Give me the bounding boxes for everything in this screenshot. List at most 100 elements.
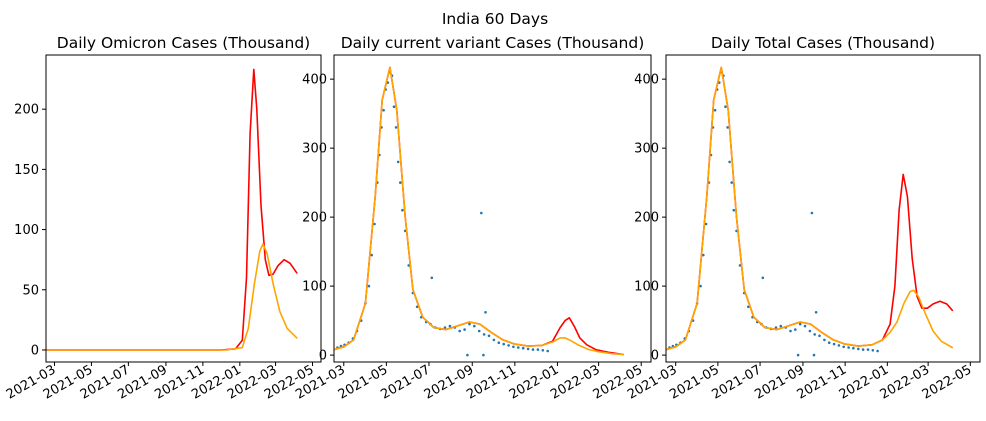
data-point (526, 347, 530, 351)
plot-area (666, 66, 954, 357)
data-point (747, 305, 750, 309)
chart-title: Daily Omicron Cases (Thousand) (57, 34, 310, 52)
data-point (847, 346, 850, 349)
y-tick-label: 100 (302, 280, 327, 295)
data-point (832, 342, 836, 346)
data-point (497, 341, 501, 345)
data-point (396, 160, 400, 164)
data-point (502, 342, 506, 346)
data-point (798, 322, 802, 326)
data-point (482, 353, 485, 357)
chart-panel-1: Daily Omicron Cases (Thousand) 0 50 100 150 2… (4, 34, 322, 403)
data-point (477, 329, 481, 333)
data-point (517, 346, 520, 349)
data-point (728, 160, 731, 164)
data-point (730, 181, 733, 184)
data-point (699, 284, 702, 288)
data-point (448, 324, 452, 328)
data-point (480, 211, 483, 215)
data-point (541, 349, 545, 352)
data-point (789, 329, 792, 333)
y-tick-label: 0 (31, 343, 39, 358)
data-point (531, 348, 535, 351)
data-point (726, 126, 729, 129)
data-point (536, 348, 540, 351)
data-point (392, 105, 396, 108)
chart-panel-3: Daily Total Cases (Thousand) 0 100 200 300 40… (625, 34, 981, 403)
data-point (814, 311, 818, 314)
data-point (827, 341, 831, 345)
data-point (876, 349, 879, 353)
y-tick-label: 300 (634, 142, 659, 157)
data-point (852, 346, 855, 350)
series-line-2 (46, 243, 298, 351)
data-point (779, 324, 783, 328)
data-point (373, 222, 376, 226)
data-point (871, 349, 875, 352)
y-tick-label: 400 (302, 73, 327, 88)
data-point (399, 181, 402, 184)
plot-area (334, 66, 624, 357)
data-point (521, 346, 525, 350)
figure-title: India 60 Days (442, 10, 548, 28)
y-tick-label: 200 (634, 211, 659, 226)
data-point (808, 329, 812, 333)
y-tick-label: 100 (634, 280, 659, 295)
data-point (484, 311, 487, 314)
data-point (415, 305, 419, 309)
data-point (813, 333, 816, 336)
data-point (818, 334, 821, 338)
data-point (713, 108, 717, 112)
data-point (458, 329, 462, 333)
y-tick-label: 200 (14, 103, 39, 118)
axes-frame (45, 54, 322, 363)
data-point (837, 344, 841, 347)
data-point (407, 264, 411, 267)
axes-frame (333, 54, 652, 363)
data-point (546, 349, 549, 353)
chart-panel-2: Daily current variant Cases (Thousand) 0 1… (293, 34, 652, 403)
data-point (812, 353, 816, 357)
y-tick-label: 200 (302, 211, 327, 226)
data-point (823, 338, 826, 342)
data-point (732, 208, 736, 212)
data-point (803, 324, 807, 328)
y-tick-label: 0 (319, 349, 327, 364)
data-point (382, 108, 385, 112)
data-point (482, 333, 486, 336)
plot-area (46, 68, 298, 351)
data-point (794, 328, 797, 331)
data-point (507, 344, 510, 347)
y-tick-label: 0 (651, 349, 659, 364)
data-point (842, 345, 845, 349)
data-point (492, 338, 496, 342)
data-point (443, 326, 447, 329)
y-tick-label: 400 (634, 73, 659, 88)
y-tick-label: 150 (14, 163, 39, 178)
data-point (857, 347, 860, 351)
data-point (796, 353, 800, 357)
data-point (774, 326, 778, 329)
data-point (473, 324, 476, 328)
data-point (401, 208, 404, 212)
data-point (738, 264, 742, 267)
series-line-2 (666, 66, 954, 351)
y-tick-label: 300 (302, 142, 327, 157)
data-point (466, 353, 469, 357)
data-point (367, 284, 371, 288)
data-point (704, 222, 708, 226)
y-tick-label: 100 (14, 223, 39, 238)
data-point (394, 126, 398, 129)
data-point (702, 253, 705, 257)
axes-frame (665, 54, 981, 363)
series-line-1 (46, 68, 298, 351)
series-line-2 (334, 66, 624, 356)
data-point (810, 211, 814, 215)
data-point (761, 276, 765, 280)
series-line-1 (334, 66, 624, 356)
chart-title: Daily current variant Cases (Thousand) (341, 34, 645, 52)
data-point (487, 334, 491, 338)
y-tick-label: 50 (22, 283, 39, 298)
data-point (512, 345, 515, 349)
